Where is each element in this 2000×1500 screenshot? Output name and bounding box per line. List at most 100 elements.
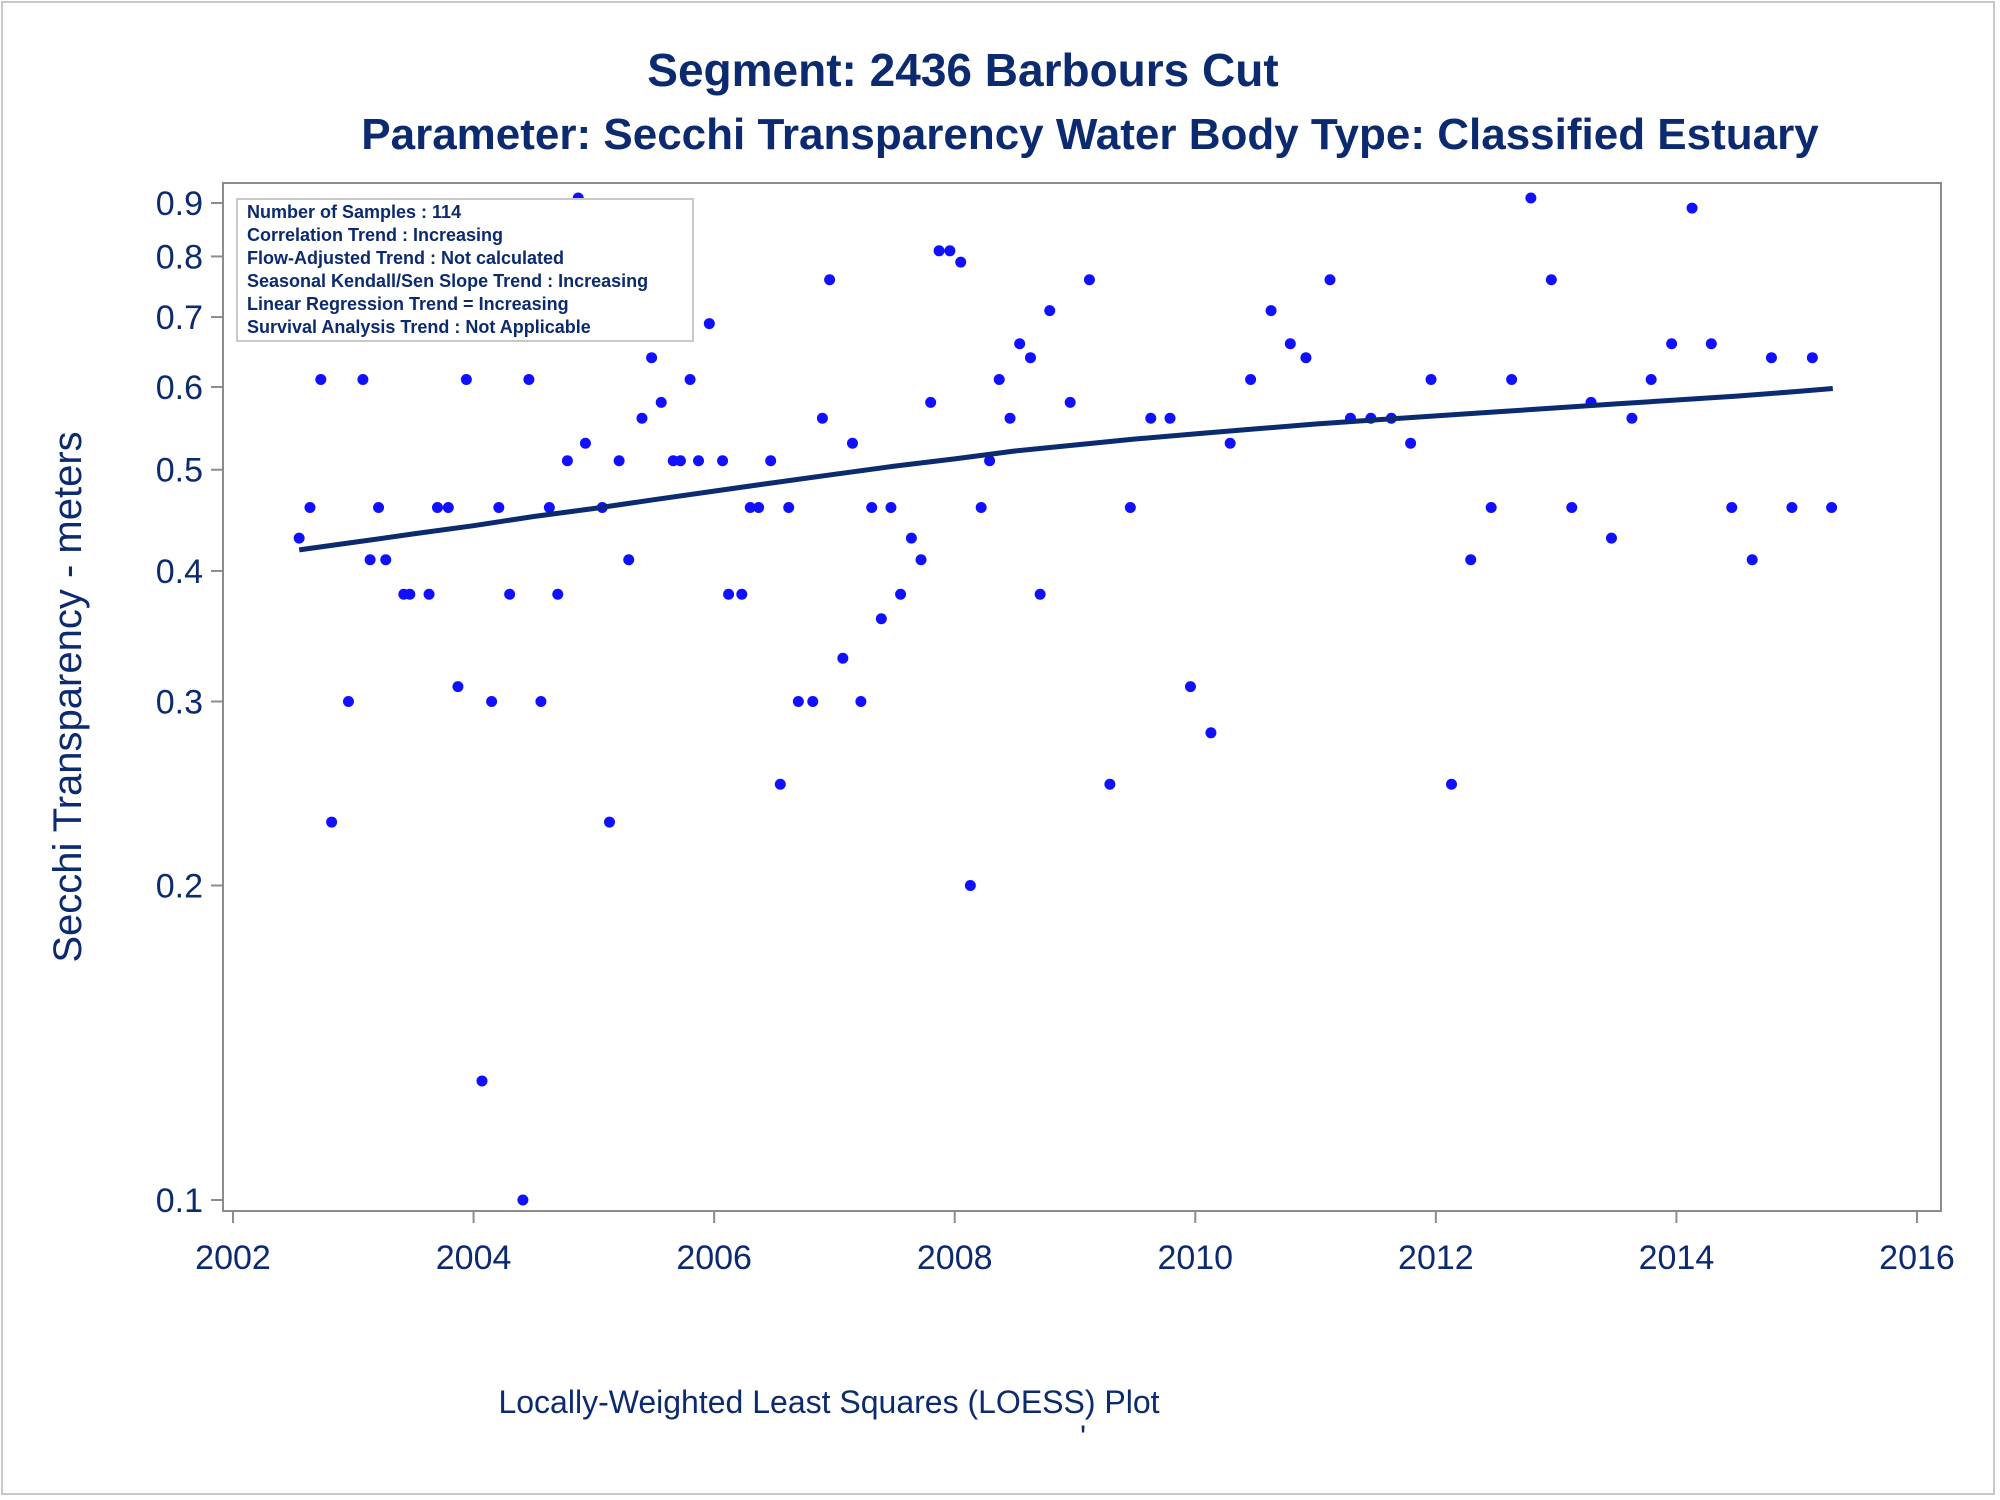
data-point xyxy=(875,613,887,625)
x-tick-label: 2016 xyxy=(1879,1239,1955,1277)
data-point xyxy=(326,816,338,828)
data-point xyxy=(984,455,996,467)
chart-title: Segment: 2436 Barbours Cut xyxy=(647,44,1278,96)
data-point xyxy=(885,502,897,514)
y-tick-label: 0.3 xyxy=(156,684,203,722)
data-point xyxy=(1145,412,1157,424)
data-point xyxy=(684,373,696,385)
data-point xyxy=(792,696,804,707)
data-point xyxy=(535,696,547,707)
data-point xyxy=(964,879,976,891)
data-point xyxy=(846,437,858,449)
data-point xyxy=(476,1075,488,1087)
y-tick-label: 0.5 xyxy=(156,452,203,490)
data-point xyxy=(655,396,667,408)
loess-line xyxy=(298,386,1834,553)
data-point xyxy=(855,696,867,707)
y-tick-label: 0.9 xyxy=(156,185,203,223)
data-point xyxy=(736,588,748,600)
x-tick-label: 2010 xyxy=(1157,1239,1233,1277)
y-axis: 0.1 0.2 0.3 0.4 0.5 0.6 0.7 0.8 0.9 xyxy=(156,185,223,1220)
data-point xyxy=(744,502,756,514)
data-point xyxy=(431,502,443,514)
data-point xyxy=(552,588,564,600)
data-point xyxy=(1044,305,1056,317)
data-point xyxy=(783,502,795,514)
data-point xyxy=(1506,373,1518,385)
data-point xyxy=(517,1194,529,1206)
data-point xyxy=(1004,412,1016,424)
data-point xyxy=(315,373,327,385)
y-tick-label: 0.4 xyxy=(156,553,203,591)
data-point xyxy=(753,502,765,514)
data-point xyxy=(1205,727,1217,739)
footnote-mark: ' xyxy=(1080,1419,1086,1455)
stats-line-survival: Survival Analysis Trend : Not Applicable xyxy=(247,317,591,337)
data-point xyxy=(579,437,591,449)
loess-line-group xyxy=(298,386,1834,553)
data-point xyxy=(380,554,392,566)
x-tick-label: 2014 xyxy=(1639,1239,1715,1277)
y-tick-label: 0.8 xyxy=(156,238,203,276)
y-tick-label: 0.6 xyxy=(156,369,203,407)
data-point xyxy=(1806,352,1818,364)
data-point xyxy=(1726,502,1738,514)
stats-line-correlation: Correlation Trend : Increasing xyxy=(247,225,503,245)
data-point xyxy=(1485,502,1497,514)
data-point xyxy=(373,502,385,514)
y-tick-label: 0.7 xyxy=(156,299,203,337)
data-point xyxy=(1645,373,1657,385)
stats-line-samples: Number of Samples : 114 xyxy=(247,202,461,222)
y-axis-label: Secchi Transparency - meters xyxy=(46,431,90,962)
chart-svg: Segment: 2436 Barbours Cut Parameter: Se… xyxy=(46,44,1955,1455)
data-point xyxy=(486,696,498,707)
data-point xyxy=(1300,352,1312,364)
data-point xyxy=(1164,412,1176,424)
data-point xyxy=(915,554,927,566)
data-point xyxy=(807,696,819,707)
y-tick-label: 0.2 xyxy=(156,867,203,905)
data-point xyxy=(866,502,878,514)
x-axis: 2002 2004 2006 2008 2010 2012 2014 2016 xyxy=(195,1211,1955,1277)
data-point xyxy=(1666,338,1678,350)
stats-box: Number of Samples : 114 Correlation Tren… xyxy=(236,198,694,342)
data-point xyxy=(1545,274,1557,286)
data-point xyxy=(1465,554,1477,566)
data-point xyxy=(1626,412,1638,424)
data-point xyxy=(703,318,715,330)
data-point xyxy=(693,455,705,467)
stats-line-linear-regression: Linear Regression Trend = Increasing xyxy=(247,294,569,314)
data-point xyxy=(293,532,305,544)
data-point xyxy=(1224,437,1236,449)
data-point xyxy=(1184,681,1196,693)
data-point xyxy=(1786,502,1798,514)
data-point xyxy=(423,588,435,600)
data-point xyxy=(1705,338,1717,350)
data-point xyxy=(452,681,464,693)
data-point xyxy=(1064,396,1076,408)
data-point xyxy=(304,502,316,514)
data-point xyxy=(357,373,369,385)
y-tick-label: 0.1 xyxy=(156,1182,203,1220)
data-point xyxy=(993,373,1005,385)
stats-box-border xyxy=(236,198,694,342)
x-tick-label: 2006 xyxy=(676,1239,752,1277)
data-point xyxy=(636,412,648,424)
x-tick-label: 2002 xyxy=(195,1239,271,1277)
data-point xyxy=(364,554,376,566)
data-point xyxy=(933,245,945,257)
data-point xyxy=(1034,588,1046,600)
chart-subtitle: Parameter: Secchi Transparency Water Bod… xyxy=(361,110,1819,159)
data-point xyxy=(442,502,454,514)
data-point xyxy=(837,652,849,664)
data-point xyxy=(613,455,625,467)
x-tick-label: 2008 xyxy=(917,1239,993,1277)
data-point xyxy=(623,554,635,566)
data-point xyxy=(925,396,937,408)
data-point xyxy=(1124,502,1136,514)
data-point xyxy=(975,502,987,514)
x-tick-label: 2012 xyxy=(1398,1239,1474,1277)
data-point xyxy=(824,274,836,286)
data-point xyxy=(543,502,555,514)
